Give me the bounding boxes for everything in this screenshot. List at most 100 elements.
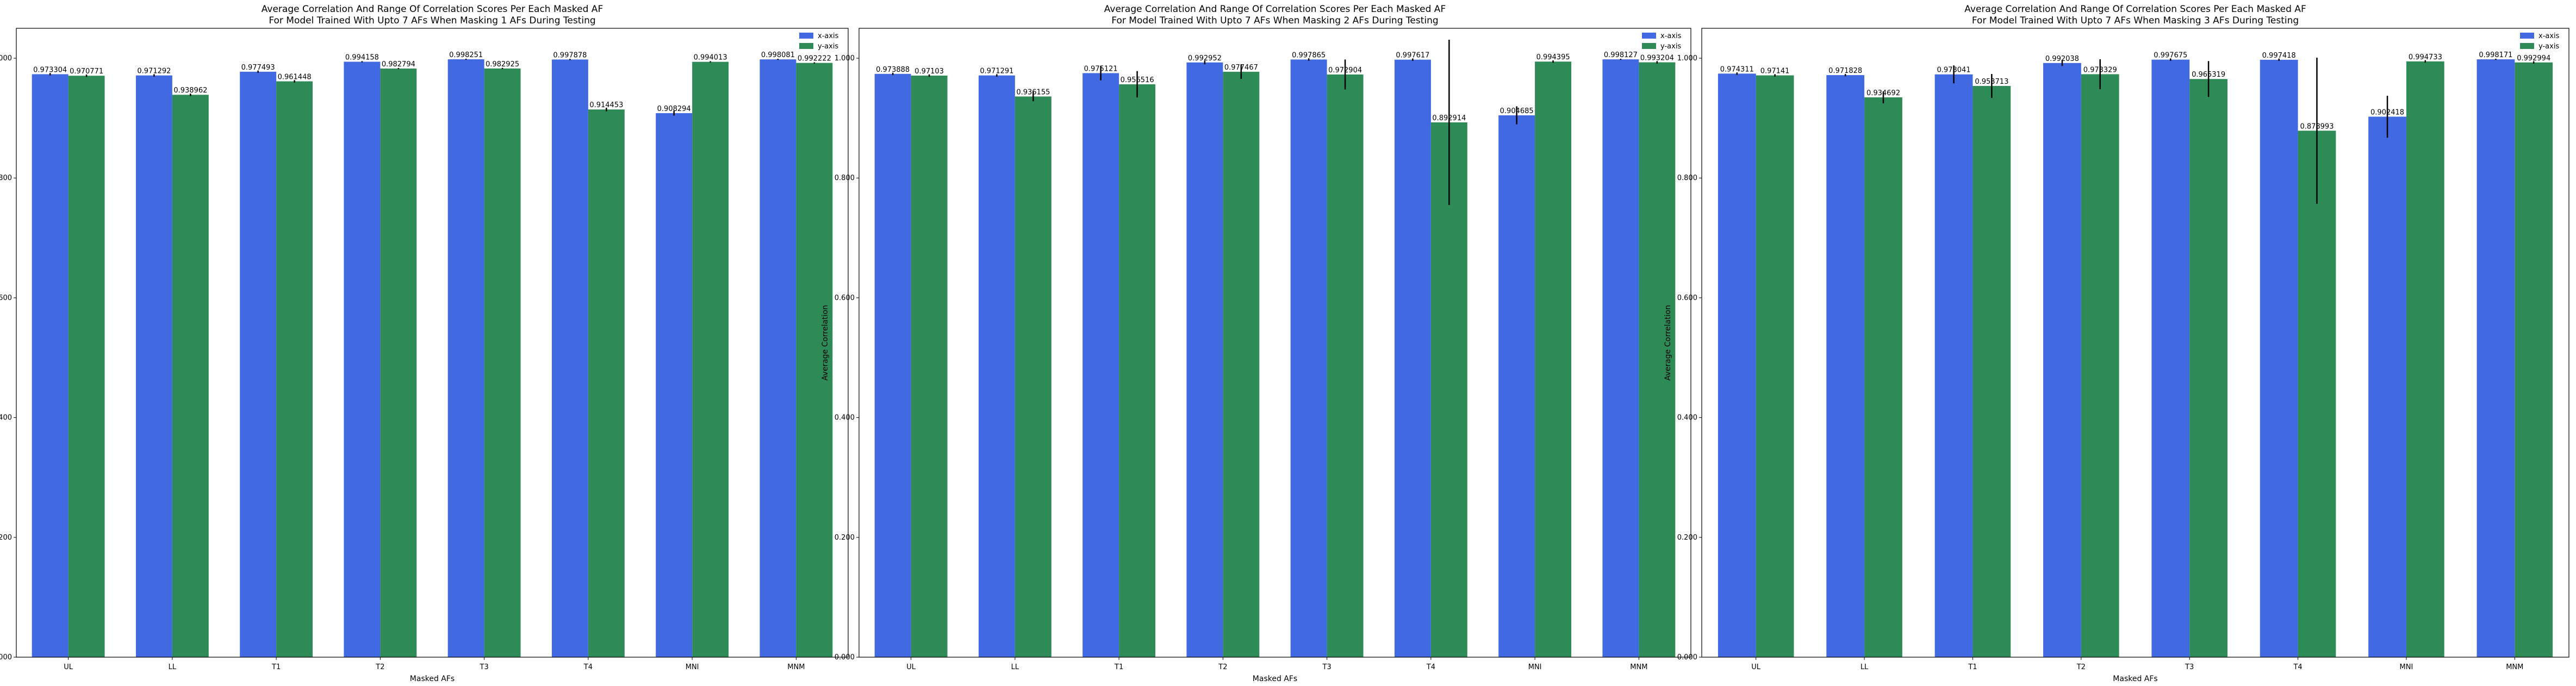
bar-x-axis-T2: [2043, 63, 2081, 658]
data-label: 0.974311: [1720, 65, 1754, 73]
bar-y-axis-T1: [1119, 84, 1156, 658]
plot-frame: [858, 28, 1691, 658]
bar-x-axis-MNI: [2368, 116, 2406, 657]
bar-x-axis-T3: [447, 59, 484, 658]
bar-x-axis-T3: [1290, 59, 1327, 657]
legend: x-axis y-axis: [1642, 32, 1682, 51]
x-tick-label: MNI: [1528, 663, 1542, 671]
bar-y-axis-MNM: [2515, 62, 2553, 658]
bar-y-axis-MNI: [1535, 61, 1572, 657]
y-tick-label: 0.400: [835, 414, 855, 422]
data-label: 0.965319: [2192, 71, 2225, 79]
data-label: 0.992222: [798, 55, 831, 63]
chart-title: Average Correlation And Range Of Correla…: [1104, 4, 1446, 15]
bar-x-axis-MNM: [2477, 59, 2515, 657]
x-tick-label: T4: [583, 663, 593, 671]
data-label: 0.908294: [657, 105, 691, 113]
bar-x-axis-T1: [1934, 74, 1973, 658]
legend-swatch-x-axis: [1642, 33, 1656, 39]
data-label: 0.972904: [1328, 66, 1362, 75]
data-label: 0.953713: [1975, 78, 2008, 86]
bar-y-axis-UL: [1756, 75, 1794, 658]
y-axis-label: Average Correlation: [1664, 305, 1672, 380]
x-tick-label: MNM: [1630, 663, 1647, 671]
x-axis-label: Masked AFs: [410, 675, 455, 683]
chart-subtitle: For Model Trained With Upto 7 AFs When M…: [269, 15, 595, 26]
bar-x-axis-T3: [2151, 59, 2190, 658]
y-tick-label: 0.200: [0, 534, 12, 542]
legend-label: y-axis: [818, 42, 838, 51]
bar-y-axis-MNM: [1639, 62, 1676, 658]
x-tick-label: T3: [1322, 663, 1331, 671]
legend-label: y-axis: [2538, 42, 2559, 51]
bar-x-axis-UL: [1718, 73, 1756, 658]
chart-panel-2: Average Correlation And Range Of Correla…: [821, 4, 1691, 683]
data-label: 0.997418: [2262, 52, 2296, 60]
bar-x-axis-MNI: [1498, 115, 1535, 658]
bar-y-axis-T2: [1223, 71, 1260, 658]
bar-y-axis-UL: [68, 76, 105, 658]
data-label: 0.971292: [137, 67, 171, 76]
bar-y-axis-LL: [1864, 97, 1902, 658]
y-tick-label: 0.800: [0, 174, 12, 182]
y-tick-label: 0.600: [0, 294, 12, 302]
data-label: 0.902418: [2370, 108, 2404, 116]
data-label: 0.994395: [1536, 53, 1570, 61]
plot-frame: [1701, 28, 2569, 658]
chart-title: Average Correlation And Range Of Correla…: [1964, 4, 2306, 15]
data-label: 0.997617: [1396, 52, 1429, 60]
bar-y-axis-T4: [588, 109, 625, 658]
x-tick-label: T3: [2185, 663, 2194, 671]
data-label: 0.998127: [1604, 51, 1638, 59]
y-tick-label: 0.000: [1677, 653, 1697, 662]
data-label: 0.982925: [486, 60, 519, 69]
bar-y-axis-T3: [1327, 74, 1364, 657]
x-tick-label: UL: [64, 663, 73, 671]
x-tick-label: MNI: [2400, 663, 2413, 671]
bar-y-axis-T1: [1973, 86, 2011, 657]
x-tick-label: T2: [2076, 663, 2086, 671]
data-label: 0.993204: [1640, 54, 1674, 63]
y-tick-label: 0.400: [1677, 414, 1697, 422]
data-label: 0.994013: [694, 54, 727, 62]
bar-y-axis-T2: [2081, 74, 2119, 657]
y-tick-label: 0.200: [835, 534, 855, 542]
bar-x-axis-UL: [32, 74, 69, 658]
chart-panel-3: Average Correlation And Range Of Correla…: [1664, 4, 2569, 683]
data-label: 0.938962: [173, 86, 207, 95]
data-label: 0.961448: [278, 73, 312, 81]
data-label: 0.994158: [345, 53, 379, 61]
bar-x-axis-T4: [551, 59, 588, 658]
x-tick-label: LL: [1011, 663, 1019, 671]
x-tick-label: LL: [169, 663, 177, 671]
data-label: 0.956516: [1121, 76, 1154, 84]
y-tick-label: 0.000: [0, 653, 12, 662]
bar-x-axis-MNM: [760, 59, 797, 657]
bar-y-axis-T4: [2298, 131, 2336, 657]
x-tick-label: T1: [1114, 663, 1123, 671]
legend: x-axis y-axis: [2520, 32, 2560, 51]
data-label: 0.998081: [761, 51, 795, 59]
data-label: 0.992952: [1188, 54, 1222, 63]
data-label: 0.997675: [2154, 52, 2187, 60]
bar-y-axis-T3: [484, 68, 521, 657]
data-label: 0.973304: [33, 66, 67, 74]
bar-y-axis-LL: [172, 95, 209, 657]
legend-label: x-axis: [2538, 32, 2560, 40]
chart-panel-1: Average Correlation And Range Of Correla…: [0, 4, 849, 683]
data-label: 0.973041: [1937, 66, 1971, 75]
data-label: 0.97103: [914, 67, 944, 76]
x-tick-label: MNI: [686, 663, 699, 671]
data-label: 0.970771: [70, 67, 103, 76]
y-tick-label: 1.000: [1677, 54, 1697, 63]
data-label: 0.975121: [1084, 65, 1118, 73]
bar-y-axis-T4: [1430, 122, 1467, 657]
bar-x-axis-T2: [344, 61, 381, 658]
legend-swatch-x-axis: [799, 33, 813, 39]
y-tick-label: 0.400: [0, 414, 12, 422]
x-axis-label: Masked AFs: [2113, 675, 2157, 683]
bar-x-axis-T1: [1082, 73, 1119, 657]
y-tick-label: 1.000: [0, 54, 12, 63]
